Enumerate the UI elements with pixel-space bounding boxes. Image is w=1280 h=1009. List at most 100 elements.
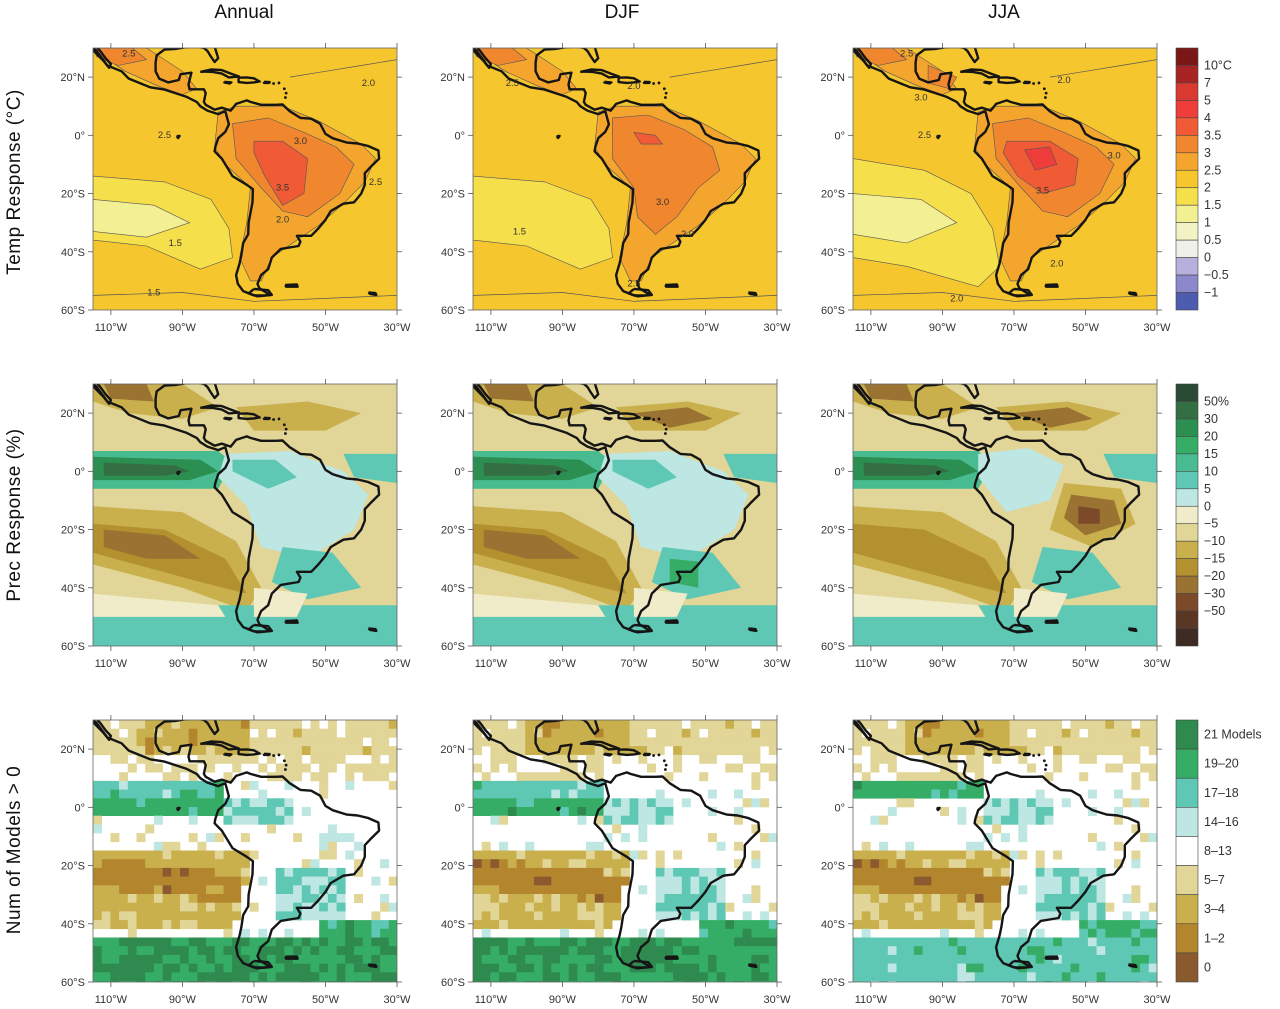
colorbar-label: −15: [1204, 552, 1225, 566]
colorbar-prec: 50% 30 20 15 10 5 0 −5 −10 −15 −20 −30 −50: [1175, 383, 1229, 647]
lat-tick-label: 20°S: [441, 189, 465, 201]
lon-tick-label: 30°W: [1143, 994, 1171, 1006]
coastline-island: [1127, 963, 1138, 969]
coastline-americas: [93, 48, 381, 297]
island-dot: [652, 754, 656, 757]
contour-label: 2.0: [1057, 75, 1070, 86]
lon-tick-label: 90°W: [929, 322, 957, 334]
coastline-island: [642, 80, 651, 85]
coastline-island: [642, 416, 651, 421]
island-dot: [662, 759, 666, 763]
lat-tick-label: 40°S: [821, 247, 845, 259]
lon-tick-label: 50°W: [1072, 658, 1100, 670]
panel-frame: [852, 719, 1158, 983]
panel-frame: [92, 383, 398, 647]
colorbar-swatch: [1175, 169, 1199, 189]
colorbar-label: 5–7: [1204, 873, 1225, 887]
island-dot: [284, 427, 288, 431]
lat-tick-label: 0°: [834, 130, 845, 142]
colorbar-swatch: [1175, 152, 1199, 171]
coastline-island: [1044, 955, 1059, 960]
lat-tick-label: 20°N: [820, 744, 845, 756]
coastline-island: [1127, 627, 1138, 633]
lon-tick-label: 90°W: [549, 994, 577, 1006]
lat-tick-label: 40°S: [61, 247, 85, 259]
coastline-island: [580, 404, 621, 415]
lon-tick-label: 30°W: [1143, 658, 1171, 670]
colorbar-label: 10: [1204, 464, 1218, 478]
colorbar-label: 1: [1204, 216, 1211, 230]
lat-tick-label: 0°: [454, 130, 465, 142]
colorbar-label: −20: [1204, 569, 1225, 583]
contour-label: 2.0: [1050, 258, 1063, 269]
contour-label: 1.5: [147, 287, 160, 298]
colorbar-label: 0: [1204, 251, 1211, 265]
colorbar-swatch: [1175, 807, 1199, 837]
colorbar-label: 14–16: [1204, 815, 1239, 829]
lat-tick-label: 60°S: [61, 641, 85, 653]
island-dot: [282, 87, 286, 91]
coastline-island: [200, 68, 241, 79]
island-dot: [664, 768, 667, 771]
island-dot: [272, 418, 276, 421]
colorbar-label: 2: [1204, 181, 1211, 195]
temp-contour-4p0: [1024, 146, 1058, 171]
lat-tick-label: 20°N: [60, 744, 85, 756]
contour-label: 3.0: [656, 197, 669, 208]
coastline-island: [642, 752, 651, 757]
coastline-island: [262, 80, 271, 85]
lat-tick-label: 20°S: [821, 525, 845, 537]
coastline-island: [223, 416, 233, 421]
contour-label: 1.5: [513, 226, 526, 237]
contour-label: 2.0: [681, 229, 694, 240]
coastline-island: [223, 80, 233, 85]
colorbar-swatch: [1175, 204, 1199, 223]
row-title-models: Num of Models > 0: [4, 766, 25, 935]
island-dot: [652, 418, 656, 421]
colorbar-swatch: [1175, 865, 1199, 895]
colorbar-label: −10: [1204, 534, 1225, 548]
coastline-island: [627, 959, 654, 970]
colorbar-swatch: [1175, 558, 1199, 577]
lon-tick-label: 50°W: [1072, 994, 1100, 1006]
colorbar-swatch: [1175, 100, 1199, 119]
colorbar-swatch: [1175, 923, 1199, 954]
colorbar-label: −5: [1204, 517, 1218, 531]
lon-tick-label: 90°W: [549, 322, 577, 334]
lon-tick-label: 90°W: [169, 322, 197, 334]
contour-label: 2.0: [950, 293, 963, 304]
contour-label: 2.5: [918, 130, 931, 141]
coastline-island: [747, 627, 758, 633]
lon-tick-label: 50°W: [692, 994, 720, 1006]
island-dot: [284, 432, 287, 435]
coastline-island: [200, 740, 241, 751]
colorbar-label: 5: [1204, 482, 1211, 496]
coastline-island: [580, 740, 621, 751]
coastline-baja: [473, 384, 493, 405]
colorbar-swatch: [1175, 488, 1199, 507]
coastline-island: [664, 283, 679, 288]
island-dot: [284, 91, 288, 95]
coastline-baja: [853, 48, 873, 69]
coastline-island: [555, 806, 561, 812]
lon-tick-label: 110°W: [475, 994, 508, 1006]
coastline-island: [997, 412, 1021, 421]
panel-frame: [92, 719, 398, 983]
colorbar-swatch: [1175, 401, 1199, 420]
contour-label: 3.5: [1036, 186, 1049, 197]
coastline-island: [983, 80, 993, 85]
temp-contour-3p0: [612, 114, 721, 235]
lon-tick-label: 110°W: [855, 322, 888, 334]
coastline-americas: [473, 48, 761, 297]
coastline-americas: [853, 48, 1141, 297]
coastline-island: [237, 412, 261, 421]
lon-tick-label: 30°W: [383, 322, 411, 334]
island-dot: [1042, 423, 1046, 427]
coastline-island: [555, 134, 561, 140]
colorbar-swatch: [1175, 47, 1199, 66]
lon-tick-label: 50°W: [692, 658, 720, 670]
lat-tick-label: 60°S: [441, 641, 465, 653]
island-dot: [1044, 432, 1047, 435]
coastline-americas: [473, 720, 761, 969]
colorbar-label: −1: [1204, 286, 1218, 300]
